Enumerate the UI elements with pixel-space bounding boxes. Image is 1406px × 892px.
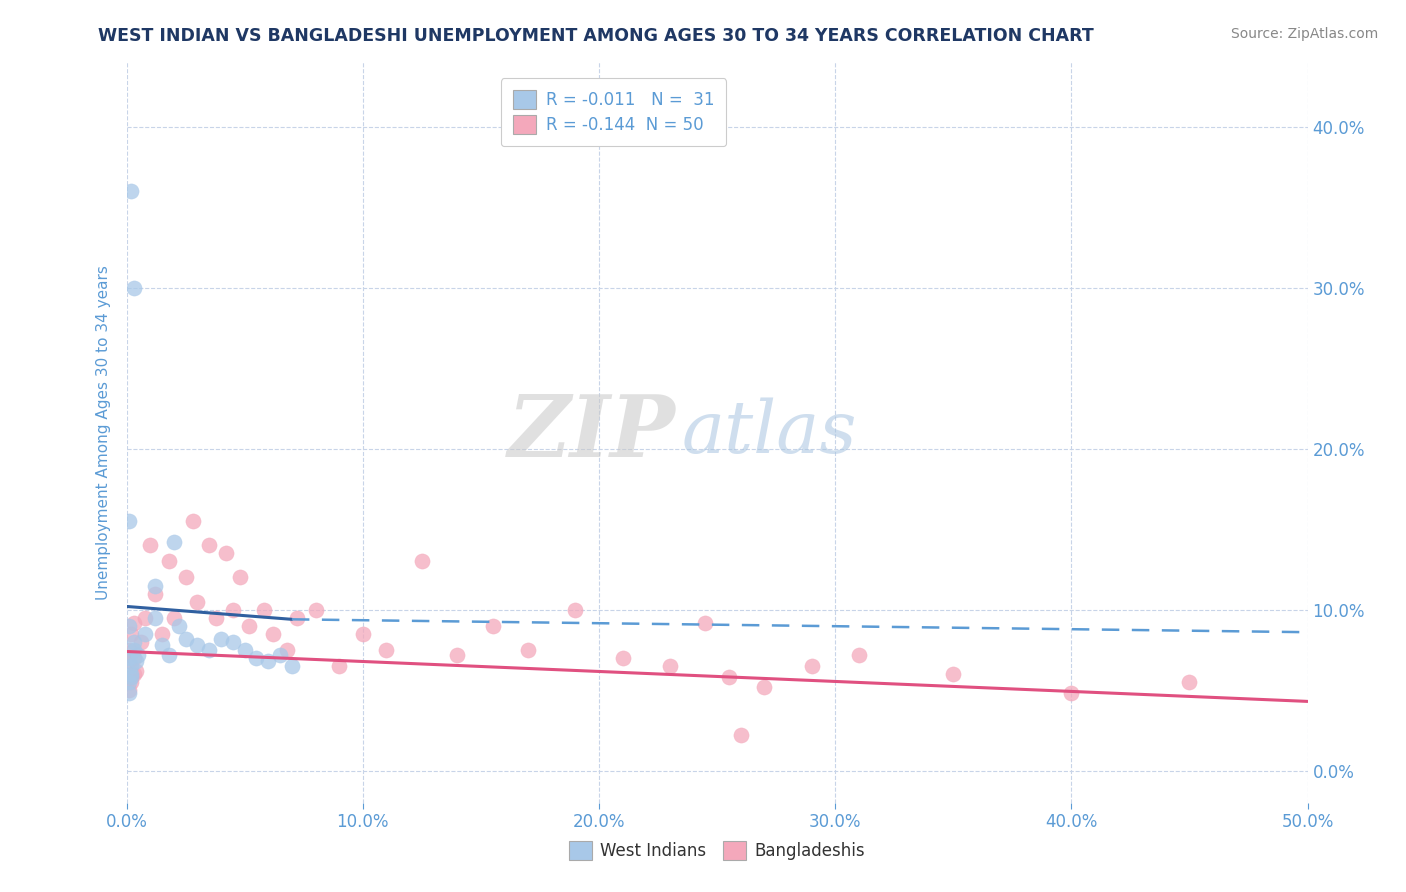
Text: WEST INDIAN VS BANGLADESHI UNEMPLOYMENT AMONG AGES 30 TO 34 YEARS CORRELATION CH: WEST INDIAN VS BANGLADESHI UNEMPLOYMENT … <box>98 27 1094 45</box>
Point <box>942 667 965 681</box>
Point <box>252 602 274 616</box>
Point <box>262 627 284 641</box>
Point <box>122 615 145 630</box>
Point <box>163 535 186 549</box>
Point <box>1060 686 1083 700</box>
Point <box>129 635 152 649</box>
Point <box>157 648 180 662</box>
Point <box>198 643 221 657</box>
Point <box>276 643 298 657</box>
Point <box>481 619 503 633</box>
Legend: West Indians, Bangladeshis: West Indians, Bangladeshis <box>561 832 873 869</box>
Point <box>134 610 156 624</box>
Point <box>285 610 308 624</box>
Point <box>157 554 180 568</box>
Point <box>122 651 145 665</box>
Point <box>150 638 173 652</box>
Point <box>564 602 586 616</box>
Point <box>198 538 221 552</box>
Point <box>134 627 156 641</box>
Point <box>222 602 245 616</box>
Point <box>233 643 256 657</box>
Point <box>375 643 398 657</box>
Point <box>304 602 326 616</box>
Point <box>186 638 208 652</box>
Point <box>800 659 823 673</box>
Point <box>186 594 208 608</box>
Point <box>118 683 141 698</box>
Point <box>328 659 350 673</box>
Point <box>215 546 238 560</box>
Point <box>139 538 162 552</box>
Point <box>122 281 145 295</box>
Point <box>120 670 142 684</box>
Point <box>229 570 252 584</box>
Point <box>209 632 232 646</box>
Y-axis label: Unemployment Among Ages 30 to 34 years: Unemployment Among Ages 30 to 34 years <box>96 265 111 600</box>
Point <box>181 514 204 528</box>
Point <box>120 627 142 641</box>
Point <box>120 675 142 690</box>
Point <box>281 659 304 673</box>
Point <box>245 651 267 665</box>
Point <box>717 670 740 684</box>
Text: ZIP: ZIP <box>508 391 676 475</box>
Point <box>163 610 186 624</box>
Point <box>125 664 148 678</box>
Point <box>269 648 291 662</box>
Point <box>143 586 166 600</box>
Point <box>122 667 145 681</box>
Point <box>1178 675 1201 690</box>
Point <box>352 627 374 641</box>
Point <box>143 610 166 624</box>
Point <box>122 643 145 657</box>
Text: atlas: atlas <box>682 397 858 468</box>
Point <box>118 686 141 700</box>
Point <box>174 570 197 584</box>
Point <box>517 643 540 657</box>
Point <box>238 619 260 633</box>
Point <box>848 648 870 662</box>
Point <box>143 578 166 592</box>
Point <box>120 184 142 198</box>
Point <box>125 654 148 668</box>
Point <box>122 635 145 649</box>
Point <box>120 659 142 673</box>
Point <box>174 632 197 646</box>
Point <box>754 680 776 694</box>
Point <box>658 659 681 673</box>
Point <box>695 615 717 630</box>
Point <box>120 667 142 681</box>
Point <box>118 675 141 690</box>
Point <box>205 610 228 624</box>
Point <box>446 648 468 662</box>
Point <box>127 648 149 662</box>
Point <box>257 654 280 668</box>
Point <box>118 654 141 668</box>
Point <box>222 635 245 649</box>
Point <box>167 619 190 633</box>
Point <box>118 651 141 665</box>
Point <box>118 643 141 657</box>
Point <box>411 554 433 568</box>
Text: Source: ZipAtlas.com: Source: ZipAtlas.com <box>1230 27 1378 41</box>
Point <box>612 651 634 665</box>
Point <box>118 514 141 528</box>
Point <box>120 670 142 684</box>
Point <box>150 627 173 641</box>
Point <box>730 728 752 742</box>
Point <box>118 619 141 633</box>
